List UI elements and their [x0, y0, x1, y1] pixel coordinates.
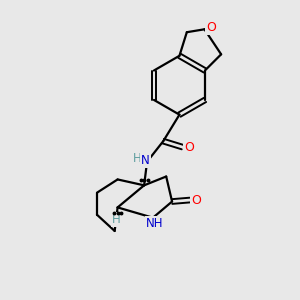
Text: O: O — [191, 194, 201, 207]
Text: O: O — [206, 21, 216, 34]
Text: O: O — [184, 141, 194, 154]
Text: NH: NH — [146, 217, 163, 230]
Text: H: H — [133, 152, 142, 165]
Text: N: N — [141, 154, 150, 167]
Text: H: H — [112, 213, 121, 226]
